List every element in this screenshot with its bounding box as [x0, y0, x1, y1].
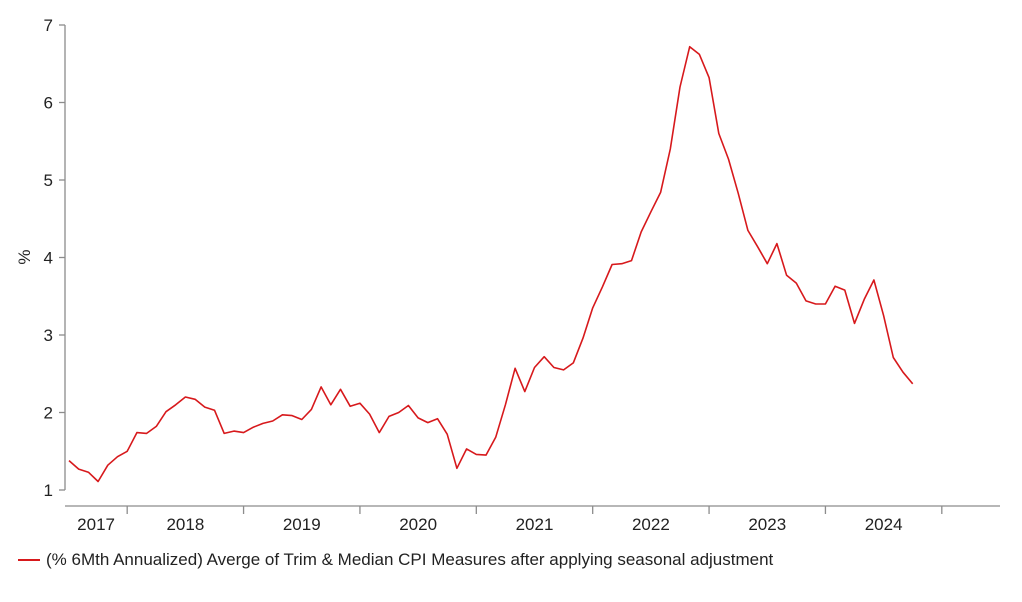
x-tick-label: 2024 [865, 515, 903, 534]
x-tick-label: 2018 [166, 515, 204, 534]
x-axis-ticks: 2017 2018 2019 2020 2021 2022 2023 2024 [77, 506, 943, 534]
y-tick-label: 2 [44, 404, 53, 423]
y-axis-label: % [15, 249, 34, 264]
y-tick-label: 1 [44, 481, 53, 500]
y-tick-label: 7 [44, 16, 53, 35]
y-axis-ticks: 1 2 3 4 5 6 7 [44, 16, 65, 500]
y-tick-label: 6 [44, 94, 53, 113]
legend-label: (% 6Mth Annualized) Averge of Trim & Med… [46, 550, 774, 569]
x-tick-label: 2021 [516, 515, 554, 534]
y-tick-label: 4 [44, 249, 53, 268]
legend-swatch [18, 559, 40, 561]
x-tick-label: 2019 [283, 515, 321, 534]
legend: (% 6Mth Annualized) Averge of Trim & Med… [18, 550, 773, 570]
y-tick-label: 3 [44, 326, 53, 345]
y-tick-label: 5 [44, 171, 53, 190]
series-line [68, 45, 914, 483]
x-tick-label: 2017 [77, 515, 115, 534]
x-tick-label: 2022 [632, 515, 670, 534]
x-tick-label: 2020 [399, 515, 437, 534]
x-tick-label: 2023 [748, 515, 786, 534]
